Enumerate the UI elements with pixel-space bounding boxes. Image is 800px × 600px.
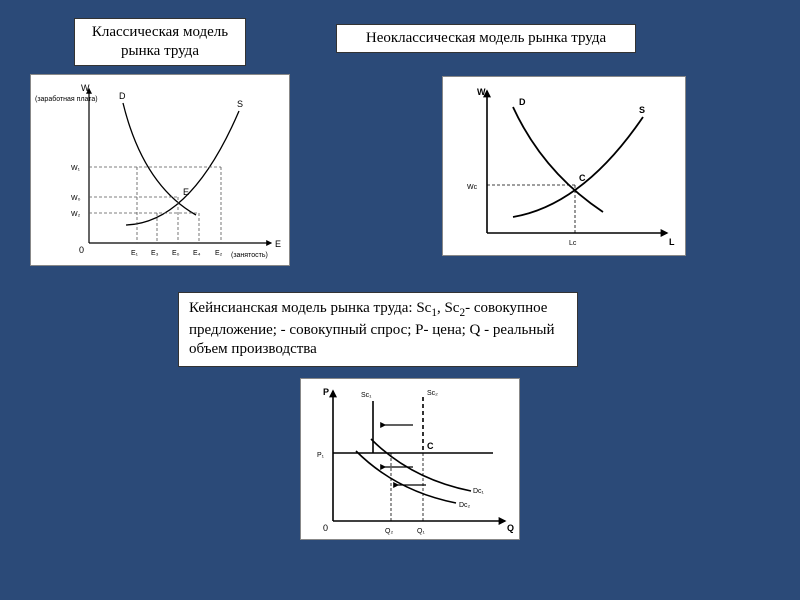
xtick-Lc: Lc bbox=[569, 240, 577, 247]
y-axis-label: W bbox=[477, 87, 486, 97]
x-axis-label: L bbox=[669, 237, 675, 247]
x-axis-sublabel: (занятость) bbox=[231, 252, 268, 259]
dc1-label: Dc₁ bbox=[473, 488, 485, 495]
supply-label: S bbox=[639, 105, 645, 115]
xtick-E3: E₃ bbox=[151, 250, 159, 257]
neoclassical-chart: W L D S C Wc Lc bbox=[442, 76, 686, 256]
label-text: Неоклассическая модель рынка труда bbox=[366, 30, 606, 46]
equilibrium-label: E bbox=[183, 187, 189, 197]
y-axis-label: W bbox=[81, 83, 90, 93]
x-axis-label: Q bbox=[507, 523, 514, 533]
keynesian-chart-svg: P Q 0 P₁ Sc₁ Sc₂ Dc₁ Dc₂ C Q₂ Q₁ bbox=[301, 379, 521, 541]
xtick-Q1: Q₁ bbox=[417, 528, 425, 535]
xtick-E2: E₂ bbox=[215, 250, 223, 257]
equilibrium-label: C bbox=[579, 173, 586, 183]
demand-curve bbox=[123, 103, 196, 215]
xtick-E0: E₀ bbox=[172, 250, 180, 257]
ytick-W2: W₂ bbox=[71, 211, 81, 218]
dc2-label: Dc₂ bbox=[459, 502, 471, 509]
supply-label: S bbox=[237, 99, 243, 109]
p1-label: P₁ bbox=[317, 452, 325, 459]
dc1-curve bbox=[371, 439, 471, 491]
y-axis-sublabel: (заработная плата) bbox=[35, 95, 98, 103]
origin-label: 0 bbox=[79, 245, 84, 255]
supply-curve bbox=[126, 111, 239, 225]
sc1-label: Sc₁ bbox=[361, 392, 372, 399]
description-text: Кейнсианская модель рынка труда: Sс1, Sс… bbox=[189, 300, 554, 357]
xtick-E1: E₁ bbox=[131, 250, 139, 257]
label-text: Классическая модель рынка труда bbox=[92, 24, 228, 59]
ytick-Wc: Wc bbox=[467, 184, 478, 191]
classical-chart: W (заработная плата) E (занятость) 0 D S… bbox=[30, 74, 290, 266]
sc2-label: Sc₂ bbox=[427, 390, 438, 397]
x-axis-label: E bbox=[275, 239, 281, 249]
ytick-W1: W₁ bbox=[71, 165, 81, 172]
keynesian-chart: P Q 0 P₁ Sc₁ Sc₂ Dc₁ Dc₂ C Q₂ Q₁ bbox=[300, 378, 520, 540]
c-point-label: C bbox=[427, 441, 434, 451]
supply-curve bbox=[513, 117, 643, 217]
classical-chart-svg: W (заработная плата) E (занятость) 0 D S… bbox=[31, 75, 291, 267]
demand-label: D bbox=[119, 91, 126, 101]
y-axis-label: P bbox=[323, 387, 329, 397]
neoclassical-model-label: Неоклассическая модель рынка труда bbox=[336, 24, 636, 53]
neoclassical-chart-svg: W L D S C Wc Lc bbox=[443, 77, 687, 257]
ytick-W0: W₀ bbox=[71, 195, 81, 202]
classical-model-label: Классическая модель рынка труда bbox=[74, 18, 246, 66]
demand-curve bbox=[513, 107, 603, 212]
xtick-E4: E₄ bbox=[193, 250, 201, 257]
dc2-curve bbox=[356, 451, 456, 503]
demand-label: D bbox=[519, 97, 526, 107]
keynesian-description: Кейнсианская модель рынка труда: Sс1, Sс… bbox=[178, 292, 578, 367]
xtick-Q2: Q₂ bbox=[385, 528, 393, 535]
origin-label: 0 bbox=[323, 523, 328, 533]
